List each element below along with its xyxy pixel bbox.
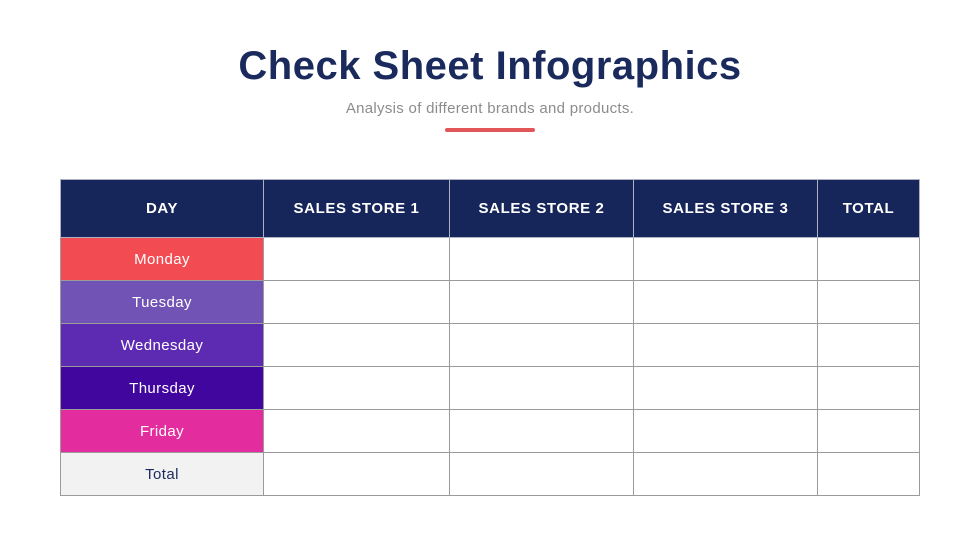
- table-row-tuesday: Tuesday: [60, 280, 920, 324]
- value-cell: [817, 409, 920, 453]
- page-subtitle: Analysis of different brands and product…: [345, 100, 635, 117]
- accent-divider: [445, 128, 535, 132]
- value-cell: [633, 409, 818, 453]
- value-cell: [633, 237, 818, 281]
- value-cell: [263, 366, 450, 410]
- total-label-cell: Total: [60, 452, 264, 496]
- value-cell: [263, 237, 450, 281]
- check-sheet-table: DAY SALES STORE 1 SALES STORE 2 SALES ST…: [60, 179, 920, 496]
- column-header-sales-store-3: SALES STORE 3: [633, 179, 818, 238]
- value-cell: [633, 452, 818, 496]
- check-sheet-table-container: DAY SALES STORE 1 SALES STORE 2 SALES ST…: [60, 179, 920, 496]
- table-row-friday: Friday: [60, 409, 920, 453]
- value-cell: [449, 237, 634, 281]
- day-label-cell: Thursday: [60, 366, 264, 410]
- value-cell: [633, 366, 818, 410]
- table-row-thursday: Thursday: [60, 366, 920, 410]
- column-header-sales-store-2: SALES STORE 2: [449, 179, 634, 238]
- value-cell: [449, 452, 634, 496]
- day-label-cell: Tuesday: [60, 280, 264, 324]
- column-header-sales-store-1: SALES STORE 1: [263, 179, 450, 238]
- value-cell: [263, 280, 450, 324]
- value-cell: [817, 280, 920, 324]
- day-label-cell: Wednesday: [60, 323, 264, 367]
- page-title: Check Sheet Infographics: [238, 44, 742, 88]
- column-header-total: TOTAL: [817, 179, 920, 238]
- value-cell: [263, 409, 450, 453]
- table-row-monday: Monday: [60, 237, 920, 281]
- value-cell: [817, 452, 920, 496]
- day-label-cell: Monday: [60, 237, 264, 281]
- slide-header: Check Sheet Infographics Analysis of dif…: [0, 44, 980, 132]
- value-cell: [263, 452, 450, 496]
- value-cell: [449, 366, 634, 410]
- value-cell: [449, 323, 634, 367]
- value-cell: [449, 280, 634, 324]
- column-header-day: DAY: [60, 179, 264, 238]
- value-cell: [817, 366, 920, 410]
- value-cell: [449, 409, 634, 453]
- value-cell: [817, 237, 920, 281]
- value-cell: [633, 323, 818, 367]
- table-header-row: DAY SALES STORE 1 SALES STORE 2 SALES ST…: [60, 179, 920, 238]
- value-cell: [633, 280, 818, 324]
- value-cell: [263, 323, 450, 367]
- value-cell: [817, 323, 920, 367]
- day-label-cell: Friday: [60, 409, 264, 453]
- table-row-wednesday: Wednesday: [60, 323, 920, 367]
- table-row-total: Total: [60, 452, 920, 496]
